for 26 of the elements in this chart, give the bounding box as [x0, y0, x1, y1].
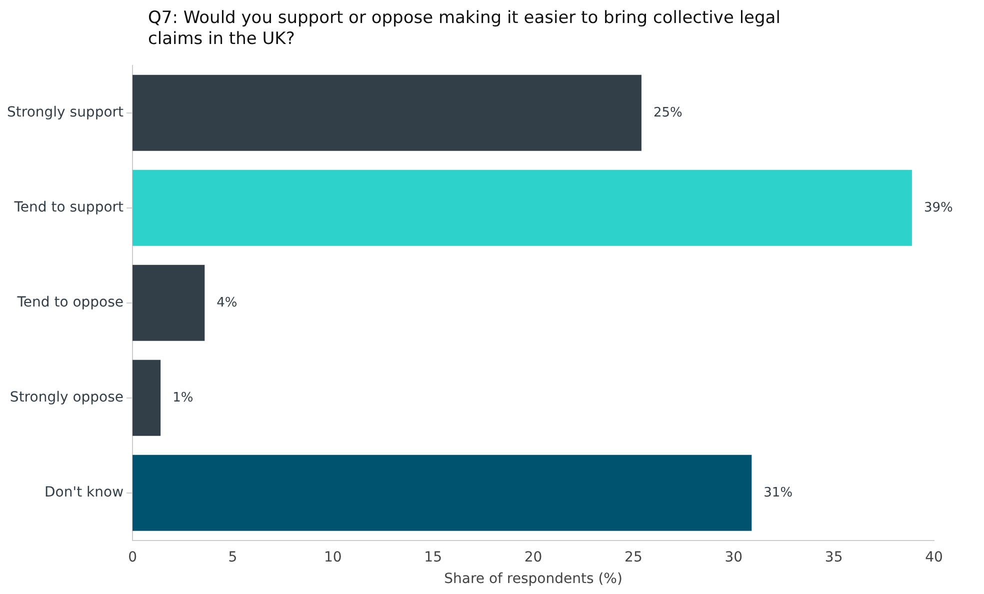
y-tick-label: Don't know — [44, 484, 124, 501]
bar — [132, 454, 752, 531]
y-tick-label: Tend to support — [13, 200, 124, 216]
x-tick-label: 10 — [324, 549, 342, 566]
x-tick-label: 35 — [824, 549, 843, 566]
data-label: 25% — [653, 105, 682, 120]
x-tick-label: 40 — [925, 549, 943, 566]
x-tick-label: 30 — [724, 549, 743, 566]
x-tick-label: 25 — [624, 549, 642, 566]
y-tick-label: Tend to oppose — [16, 294, 124, 311]
x-tick-label: 15 — [424, 549, 442, 566]
x-tick-label: 0 — [128, 549, 137, 566]
y-tick-label: Strongly support — [6, 104, 124, 121]
x-tick-label: 5 — [228, 549, 238, 566]
bar — [132, 170, 912, 246]
data-label: 4% — [216, 295, 238, 310]
data-label: 39% — [924, 200, 953, 216]
x-tick-label: 20 — [524, 549, 542, 566]
bar — [132, 74, 642, 151]
x-axis-title: Share of respondents (%) — [444, 571, 622, 588]
data-label: 31% — [764, 485, 793, 500]
data-label: 1% — [172, 390, 194, 406]
bar — [132, 360, 161, 436]
bar — [132, 264, 205, 341]
chart-title: Q7: Would you support or oppose making it easier to bring collective legal claims in the UK? — [147, 7, 782, 51]
y-tick-label: Strongly oppose — [10, 390, 124, 406]
